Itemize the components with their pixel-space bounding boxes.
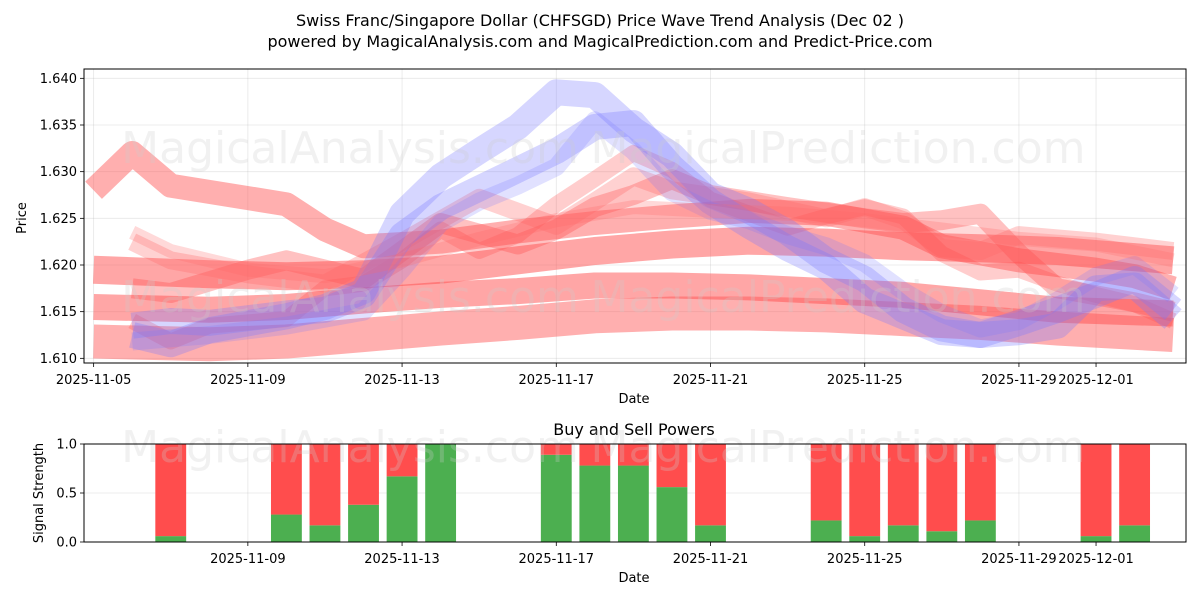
sell-bar-2025-11-13: [386, 444, 418, 477]
buy-bar-2025-12-01: [1080, 536, 1112, 542]
sell-bar-2025-11-27: [926, 444, 958, 532]
top-ytick-label-4: 1.630: [40, 165, 77, 180]
sell-bar-2025-11-18: [579, 444, 611, 466]
wave-band-8: [130, 110, 1182, 348]
bottom-xtick-label-4: 2025-11-25: [827, 552, 903, 567]
top-ytick-label-3: 1.625: [40, 212, 77, 227]
top-xtick-label-0: 2025-11-05: [56, 373, 132, 388]
sell-bar-2025-11-10: [270, 444, 302, 515]
watermark-prediction-bottom: MagicalPrediction.com: [591, 422, 1086, 473]
wave-band-2: [93, 272, 1174, 327]
wave-band-1: [93, 226, 1175, 291]
sell-bar-2025-11-28: [964, 444, 996, 521]
sell-bar-2025-11-11: [309, 444, 341, 526]
buy-bar-2025-11-27: [926, 531, 958, 542]
bottom-ytick-label-2: 1.0: [56, 438, 77, 453]
sell-bar-2025-11-21: [695, 444, 726, 526]
top-ytick-label-2: 1.620: [40, 259, 77, 274]
buy-sell-bars: [155, 444, 1151, 542]
top-ytick-label-5: 1.635: [40, 119, 77, 134]
bottom-x-axis-label: Date: [618, 571, 649, 586]
sell-bar-2025-11-24: [810, 444, 842, 521]
bottom-xtick-label-6: 2025-12-01: [1058, 552, 1134, 567]
wave-band-9: [131, 111, 1179, 351]
top-y-ticks: 1.610 1.615 1.620 1.625 1.630 1.635 1.640: [40, 72, 84, 367]
buy-bar-2025-11-14: [425, 444, 457, 542]
buy-bar-2025-11-26: [887, 525, 919, 542]
bottom-y-axis-label: Signal Strength: [32, 443, 47, 543]
sell-bar-2025-11-17: [540, 444, 572, 455]
price-wave-bands: [85, 79, 1182, 362]
buy-bar-2025-11-12: [348, 504, 379, 542]
top-ytick-label-0: 1.610: [40, 352, 77, 367]
buy-bar-2025-11-18: [579, 465, 611, 542]
watermark-prediction-mid: MagicalPrediction.com: [591, 272, 1086, 323]
wave-band-5: [128, 167, 1175, 293]
bottom-ytick-label-0: 0.0: [56, 536, 77, 551]
buy-bar-2025-11-20: [656, 487, 688, 542]
sell-bar-2025-11-25: [849, 444, 881, 537]
top-xtick-label-6: 2025-11-29: [981, 373, 1057, 388]
sell-bar-2025-11-20: [656, 444, 688, 488]
sell-bar-2025-11-12: [348, 444, 379, 505]
buy-bar-2025-11-24: [810, 520, 842, 542]
bottom-xtick-label-1: 2025-11-13: [364, 552, 440, 567]
figure-title-line2: powered by MagicalAnalysis.com and Magic…: [267, 32, 932, 51]
bottom-xtick-label-5: 2025-11-29: [981, 552, 1057, 567]
top-xtick-label-7: 2025-12-01: [1058, 373, 1134, 388]
buy-bar-2025-11-10: [270, 514, 302, 542]
watermark-prediction-top: MagicalPrediction.com: [591, 123, 1086, 174]
buy-bar-2025-11-11: [309, 525, 341, 542]
top-xtick-label-3: 2025-11-17: [519, 373, 595, 388]
top-x-ticks: 2025-11-05 2025-11-09 2025-11-13 2025-11-17…: [56, 363, 1134, 388]
sell-bar-2025-12-01: [1080, 444, 1112, 537]
sell-bar-2025-12-02: [1119, 444, 1151, 526]
sell-bar-2025-11-26: [887, 444, 919, 526]
bottom-xtick-label-3: 2025-11-21: [673, 552, 749, 567]
top-x-axis-label: Date: [618, 392, 649, 407]
top-y-axis-label: Price: [15, 202, 30, 234]
buy-bar-2025-11-25: [849, 536, 881, 542]
price-wave-chart: MagicalAnalysis.com MagicalPrediction.co…: [15, 68, 1187, 407]
watermark-analysis-top: MagicalAnalysis.com: [121, 123, 579, 174]
bottom-y-ticks: 0.0 0.5 1.0: [56, 438, 84, 551]
bottom-ytick-label-1: 0.5: [56, 487, 77, 502]
wave-band-4: [130, 169, 1176, 322]
bottom-xtick-label-0: 2025-11-09: [210, 552, 286, 567]
sell-bar-2025-11-19: [617, 444, 649, 466]
buy-bar-2025-11-07: [155, 536, 187, 542]
bottom-x-ticks: 2025-11-09 2025-11-13 2025-11-17 2025-11-21…: [210, 542, 1134, 567]
top-xtick-label-2: 2025-11-13: [364, 373, 440, 388]
watermark-analysis-mid: MagicalAnalysis.com: [121, 272, 579, 323]
top-ytick-label-6: 1.640: [40, 72, 77, 87]
buy-bar-2025-12-02: [1119, 525, 1151, 542]
wave-band-7: [129, 79, 1182, 358]
wave-band-6: [128, 145, 1177, 350]
buy-sell-title: Buy and Sell Powers: [553, 420, 715, 439]
bottom-xtick-label-2: 2025-11-17: [519, 552, 595, 567]
top-xtick-label-5: 2025-11-25: [827, 373, 903, 388]
buy-bar-2025-11-28: [964, 520, 996, 542]
buy-bar-2025-11-19: [617, 465, 649, 542]
top-xtick-label-4: 2025-11-21: [673, 373, 749, 388]
buy-bar-2025-11-21: [695, 525, 726, 542]
sell-bar-2025-11-07: [155, 444, 187, 537]
wave-band-10: [129, 200, 1175, 284]
buy-bar-2025-11-17: [540, 454, 572, 542]
buy-sell-chart: Buy and Sell Powers MagicalAnalysis.com …: [32, 420, 1187, 586]
buy-bar-2025-11-13: [386, 476, 418, 542]
figure-title-line1: Swiss Franc/Singapore Dollar (CHFSGD) Pr…: [296, 11, 904, 30]
top-plot-frame: [83, 68, 1187, 364]
wave-band-3: [93, 296, 1175, 362]
top-xtick-label-1: 2025-11-09: [210, 373, 286, 388]
top-ytick-label-1: 1.615: [40, 305, 77, 320]
watermark-analysis-bottom: MagicalAnalysis.com: [121, 422, 579, 473]
